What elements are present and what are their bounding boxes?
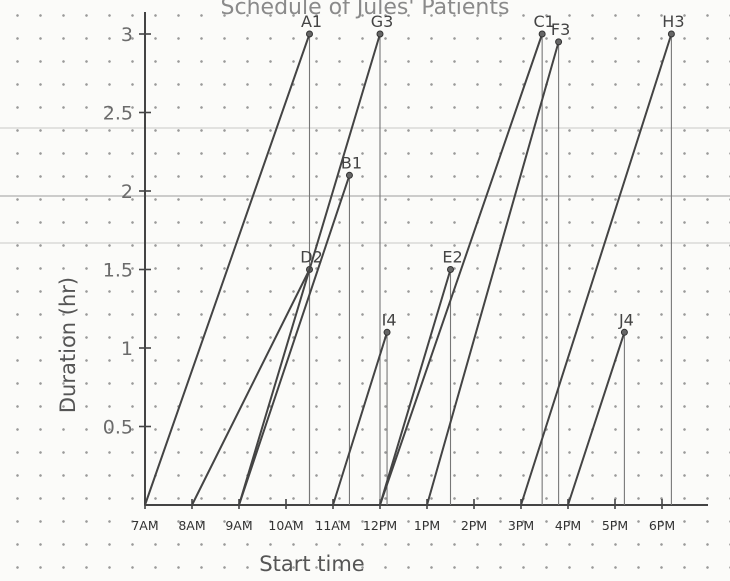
y-axis-label: Duration (hr) bbox=[56, 277, 80, 413]
x-tick-label: 2PM bbox=[461, 518, 487, 533]
y-tick-label: 3 bbox=[121, 24, 133, 46]
point-label: J4 bbox=[618, 310, 634, 329]
series-line bbox=[332, 331, 389, 506]
point-label: F3 bbox=[551, 20, 570, 39]
faint-horizontal-lines bbox=[0, 127, 730, 244]
data-point bbox=[538, 30, 546, 38]
data-point bbox=[383, 328, 391, 336]
series-line bbox=[379, 268, 452, 506]
x-tick-label: 4PM bbox=[555, 518, 581, 533]
y-tick-label: 0.5 bbox=[103, 417, 133, 439]
series-h3: H3 bbox=[520, 12, 685, 506]
point-label: B1 bbox=[341, 153, 362, 172]
x-axis-label: Start time bbox=[259, 552, 364, 576]
y-tick-label: 2 bbox=[121, 181, 133, 203]
data-point bbox=[620, 328, 628, 336]
series-i4: I4 bbox=[332, 310, 397, 506]
data-point bbox=[376, 30, 384, 38]
point-label: I4 bbox=[382, 310, 397, 329]
series-line bbox=[191, 268, 311, 506]
series-line bbox=[379, 33, 544, 506]
series-j4: J4 bbox=[567, 310, 634, 506]
series-a1: A1 bbox=[144, 12, 322, 506]
x-tick-label: 7AM bbox=[131, 518, 158, 533]
data-point bbox=[667, 30, 675, 38]
series-line bbox=[426, 40, 560, 506]
series-e2: E2 bbox=[379, 248, 463, 506]
series-line bbox=[144, 33, 311, 506]
x-tick-label: 8AM bbox=[178, 518, 205, 533]
data-point bbox=[447, 266, 454, 273]
series-line bbox=[520, 33, 673, 506]
x-tick-label: 3PM bbox=[508, 518, 534, 533]
x-tick-label: 5PM bbox=[602, 518, 628, 533]
x-tick-label: 12PM bbox=[363, 518, 397, 533]
data-point bbox=[306, 30, 313, 38]
series-c1: C1 bbox=[379, 12, 555, 506]
x-tick-label: 1PM bbox=[414, 518, 440, 533]
series-g3: G3 bbox=[238, 12, 394, 506]
chart-title: Schedule of Jules' Patients bbox=[221, 0, 510, 20]
data-point bbox=[345, 171, 353, 179]
x-tick-label: 9AM bbox=[225, 518, 252, 533]
data-point bbox=[555, 38, 563, 46]
y-tick-label: 1.5 bbox=[103, 260, 133, 282]
point-label: G3 bbox=[371, 12, 394, 31]
series-d2: D2 bbox=[191, 248, 323, 506]
point-label: E2 bbox=[442, 248, 462, 267]
series-line bbox=[238, 174, 351, 506]
y-tick-label: 1 bbox=[121, 338, 133, 360]
point-label: A1 bbox=[301, 12, 322, 31]
series-f3: F3 bbox=[426, 20, 570, 506]
point-label: C1 bbox=[533, 12, 554, 31]
y-ticks: 0.5 1 1.5 2 2.5 3 bbox=[103, 24, 151, 439]
series-b1: B1 bbox=[238, 153, 362, 506]
x-ticks: 7AM 8AM 9AM 10AM 11AM 12PM 1PM 2PM 3PM 4PM 5PM 6PM bbox=[131, 499, 675, 533]
x-tick-label: 6PM bbox=[649, 518, 675, 533]
series-line bbox=[238, 33, 381, 506]
y-tick-label: 2.5 bbox=[103, 103, 133, 125]
x-tick-label: 10AM bbox=[268, 518, 303, 533]
point-label: H3 bbox=[662, 12, 684, 31]
point-label: D2 bbox=[300, 248, 323, 267]
series-line bbox=[567, 331, 626, 506]
x-tick-label: 11AM bbox=[315, 518, 350, 533]
